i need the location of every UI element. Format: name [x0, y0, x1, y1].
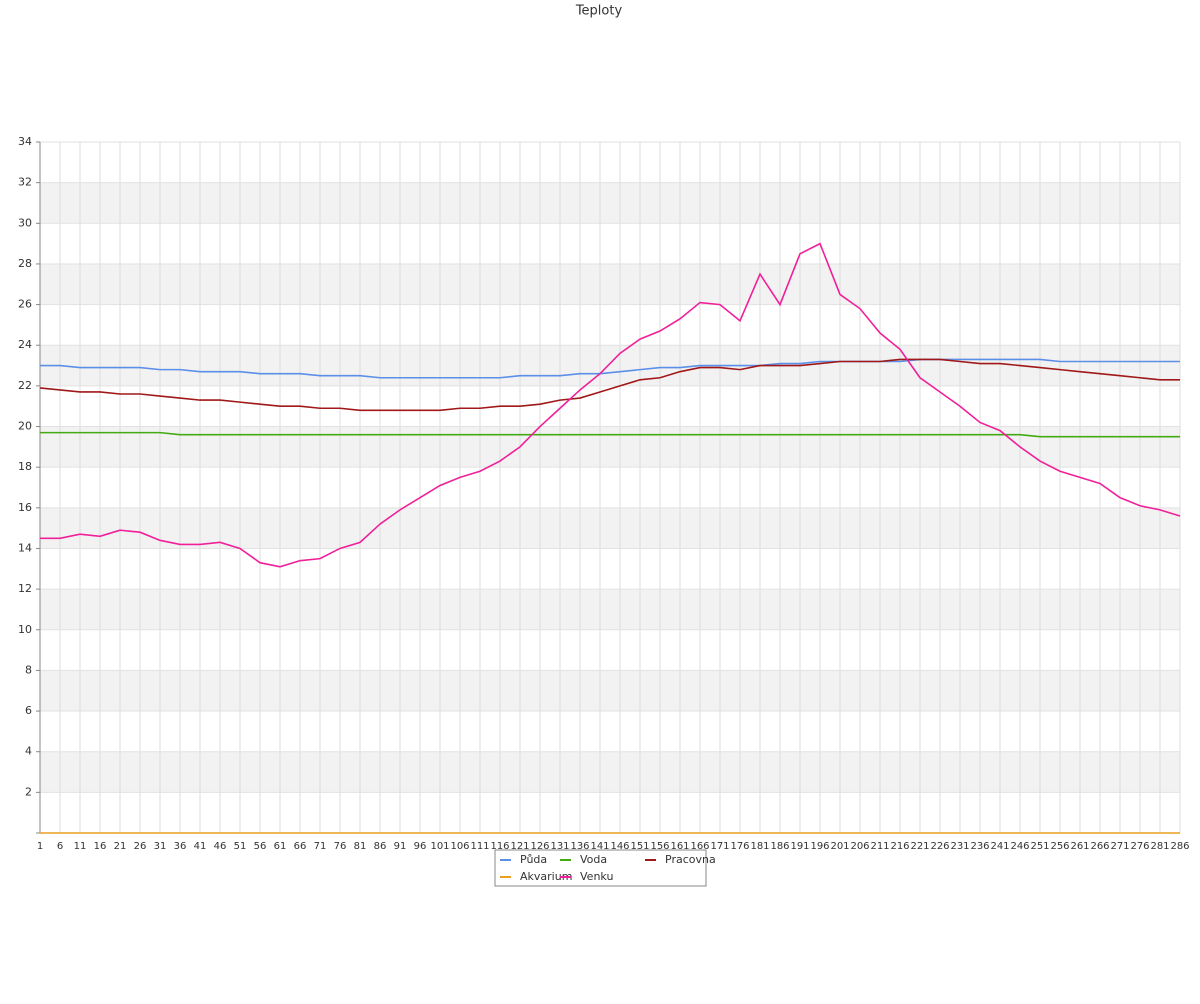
- series-line: [39, 358, 1180, 412]
- x-tick-label: 146: [610, 841, 629, 852]
- x-tick-label: 156: [650, 841, 669, 852]
- x-tick-label: 66: [294, 841, 307, 852]
- x-tick-label: 161: [670, 841, 689, 852]
- x-tick-label: 31: [154, 841, 167, 852]
- legend-box: [494, 849, 707, 887]
- x-tick-label: 141: [590, 841, 609, 852]
- y-tick-label: 34: [18, 135, 32, 148]
- x-tick-label: 46: [214, 841, 227, 852]
- series-line: [40, 242, 1181, 568]
- x-tick-label: 86: [374, 841, 387, 852]
- y-tick-label: 18: [18, 460, 32, 473]
- y-tick-label: 30: [18, 216, 32, 229]
- x-tick-label: 181: [750, 841, 769, 852]
- x-tick-label: 236: [970, 841, 989, 852]
- grid-band: [40, 670, 1180, 712]
- x-tick-label: 76: [334, 841, 347, 852]
- x-tick-label: 21: [114, 841, 127, 852]
- y-tick-label: 32: [18, 176, 32, 189]
- legend-label: Půda: [520, 853, 547, 866]
- x-tick-label: 166: [690, 841, 709, 852]
- x-tick-label: 241: [990, 841, 1009, 852]
- y-tick-label: 2: [25, 785, 32, 798]
- x-tick-label: 131: [550, 841, 569, 852]
- series-line: [40, 431, 1180, 438]
- x-tick-label: 231: [950, 841, 969, 852]
- x-tick-label: 41: [194, 841, 207, 852]
- x-tick-label: 246: [1010, 841, 1029, 852]
- x-tick-label: 186: [770, 841, 789, 852]
- x-tick-label: 221: [910, 841, 929, 852]
- x-tick-label: 96: [414, 841, 427, 852]
- x-tick-label: 1: [37, 841, 43, 852]
- x-tick-label: 106: [450, 841, 469, 852]
- legend-label: Pracovna: [665, 853, 716, 866]
- x-tick-label: 51: [234, 841, 247, 852]
- y-tick-label: 22: [18, 379, 32, 392]
- x-tick-label: 81: [354, 841, 367, 852]
- x-tick-label: 281: [1150, 841, 1169, 852]
- legend: Půda Voda Pracovna Akvarium Venku: [494, 849, 716, 887]
- x-tick-label: 151: [630, 841, 649, 852]
- series-line: [40, 358, 1180, 379]
- x-tick-label: 176: [730, 841, 749, 852]
- x-tick-label: 196: [810, 841, 829, 852]
- x-tick-label: 211: [870, 841, 889, 852]
- x-tick-label: 216: [890, 841, 909, 852]
- legend-label: Venku: [580, 870, 613, 883]
- x-tick-label: 136: [570, 841, 589, 852]
- y-tick-label: 4: [25, 745, 32, 758]
- x-tick-label: 271: [1110, 841, 1129, 852]
- y-tick-label: 12: [18, 582, 32, 595]
- x-tick-label: 61: [274, 841, 287, 852]
- y-tick-label: 20: [18, 420, 32, 433]
- x-tick-label: 101: [430, 841, 449, 852]
- x-tick-label: 191: [790, 841, 809, 852]
- x-tick-label: 6: [57, 841, 63, 852]
- y-tick-label: 24: [18, 338, 32, 351]
- x-tick-label: 286: [1170, 841, 1189, 852]
- x-tick-label: 256: [1050, 841, 1069, 852]
- y-tick-label: 8: [25, 663, 32, 676]
- grid-band: [40, 182, 1180, 224]
- grid-band: [40, 507, 1180, 549]
- grid-band: [40, 345, 1180, 386]
- x-tick-label: 11: [74, 841, 87, 852]
- y-tick-label: 28: [18, 257, 32, 270]
- grid-band: [40, 426, 1180, 468]
- legend-label: Voda: [580, 853, 607, 866]
- x-tick-label: 26: [134, 841, 147, 852]
- x-tick-label: 261: [1070, 841, 1089, 852]
- x-tick-label: 226: [930, 841, 949, 852]
- x-tick-label: 116: [490, 841, 509, 852]
- x-tick-label: 121: [510, 841, 529, 852]
- x-tick-label: 71: [314, 841, 327, 852]
- x-tick-label: 126: [530, 841, 549, 852]
- x-tick-label: 266: [1090, 841, 1109, 852]
- x-tick-label: 91: [394, 841, 407, 852]
- grid-band: [40, 751, 1180, 793]
- y-tick-label: 16: [18, 501, 32, 514]
- chart-title: Teploty: [575, 4, 623, 19]
- y-tick-label: 14: [18, 541, 32, 554]
- x-tick-label: 171: [710, 841, 729, 852]
- legend-label: Akvarium: [520, 870, 572, 883]
- x-tick-label: 56: [254, 841, 267, 852]
- x-tick-label: 206: [850, 841, 869, 852]
- x-tick-label: 276: [1130, 841, 1149, 852]
- x-tick-label: 36: [174, 841, 187, 852]
- grid-band: [40, 589, 1180, 630]
- y-tick-label: 26: [18, 298, 32, 311]
- y-tick-label: 10: [18, 623, 32, 636]
- y-tick-label: 6: [25, 704, 32, 717]
- x-tick-label: 251: [1030, 841, 1049, 852]
- x-tick-label: 16: [94, 841, 107, 852]
- x-tick-label: 111: [470, 841, 489, 852]
- x-tick-label: 201: [830, 841, 849, 852]
- grid-band: [40, 263, 1180, 305]
